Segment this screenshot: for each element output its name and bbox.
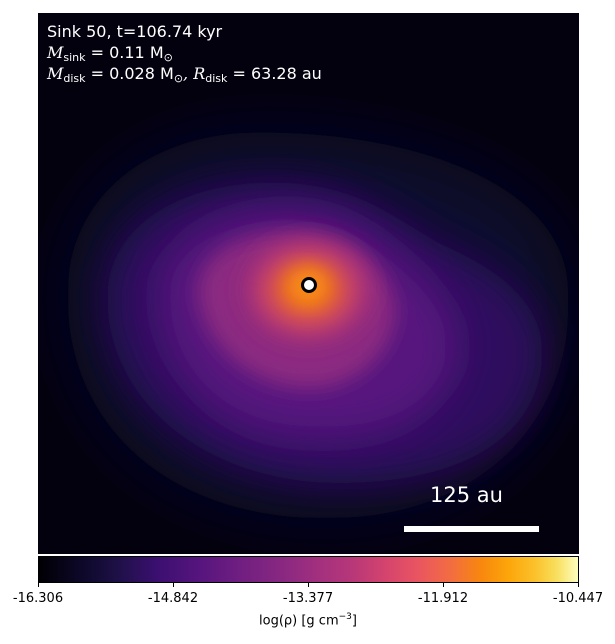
scale-bar-label: 125 au: [430, 483, 503, 507]
disk-radius-value: = 63.28 au: [227, 64, 322, 83]
sink-mass-unit-subscript: ⊙: [163, 51, 173, 64]
sink-mass-symbol: M: [47, 43, 64, 62]
colorbar-tick-label: -13.377: [282, 591, 334, 606]
colorbar-label-suffix: ]: [351, 613, 357, 629]
colorbar-label: log(ρ) [g cm−3]: [259, 612, 357, 628]
colorbar-tick-label: -11.912: [417, 591, 469, 606]
sink-mass-text: Msink = 0.11 M⊙: [47, 42, 173, 63]
sink-mass-value: = 0.11 M: [85, 43, 164, 62]
disk-radius-symbol: , R: [183, 64, 206, 83]
colorbar-tick: [443, 583, 444, 587]
colorbar: [38, 556, 579, 583]
sink-mass-subscript: sink: [63, 51, 86, 64]
disk-mass-value: = 0.028 M: [85, 64, 174, 83]
colorbar-tick-label: -16.306: [12, 591, 64, 606]
colorbar-tick: [38, 583, 39, 587]
colorbar-tick: [173, 583, 174, 587]
disk-mass-subscript: disk: [63, 72, 86, 85]
disk-properties-text: Mdisk = 0.028 M⊙, Rdisk = 63.28 au: [47, 63, 322, 84]
colorbar-tick-label: -14.842: [147, 591, 199, 606]
density-map-panel: Sink 50, t=106.74 kyr Msink = 0.11 M⊙ Md…: [38, 13, 579, 554]
colorbar-tick: [578, 583, 579, 587]
disk-mass-symbol: M: [47, 64, 64, 83]
disk-radius-subscript: disk: [205, 72, 228, 85]
sink-marker: [301, 277, 317, 293]
disk-mass-unit-subscript: ⊙: [173, 72, 184, 85]
colorbar-label-exponent: −3: [338, 612, 352, 622]
sink-title: Sink 50, t=106.74 kyr: [47, 21, 222, 42]
density-map: [38, 13, 579, 554]
sink-title-text: Sink 50, t=106.74 kyr: [47, 22, 223, 41]
scale-bar: [404, 526, 539, 532]
colorbar-tick: [308, 583, 309, 587]
colorbar-label-prefix: log(ρ) [g cm: [259, 613, 339, 629]
colorbar-tick-label: -10.447: [552, 591, 604, 606]
